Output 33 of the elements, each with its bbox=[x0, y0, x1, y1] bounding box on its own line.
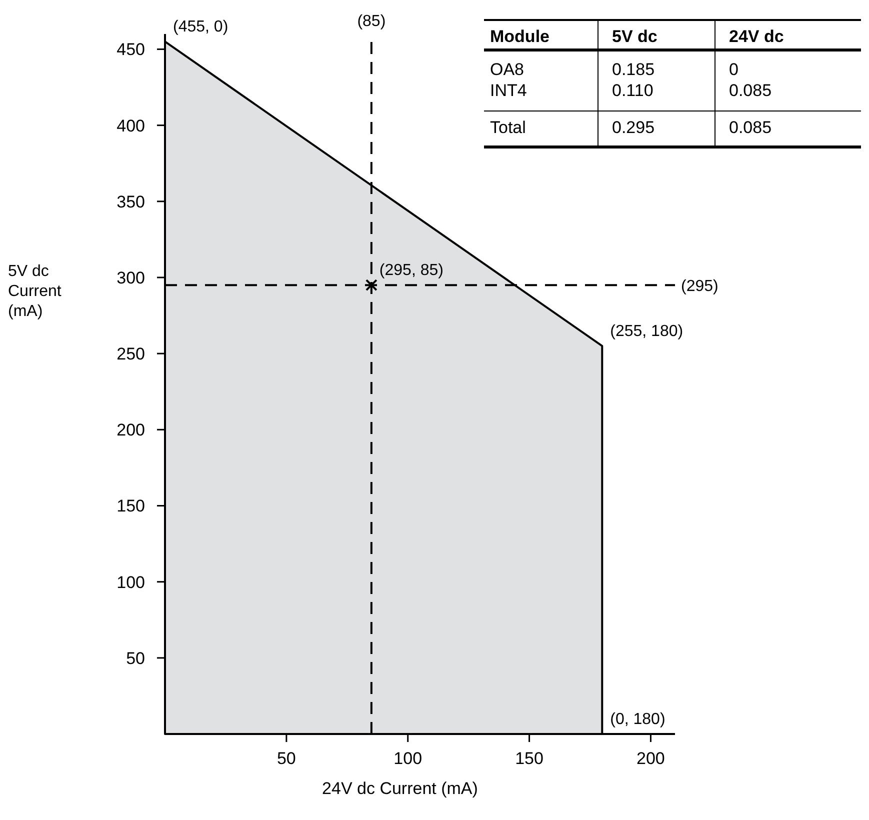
y-tick-label: 400 bbox=[116, 116, 145, 136]
x-tick-label: 50 bbox=[276, 749, 296, 768]
annotation: Total bbox=[490, 118, 526, 137]
text: 0.085 bbox=[729, 118, 772, 137]
annotation: 0.295 bbox=[612, 118, 655, 137]
y-tick-label: 350 bbox=[116, 192, 145, 212]
x-tick-label: 100 bbox=[394, 749, 422, 768]
annotation: (295, 85) bbox=[379, 262, 444, 280]
annotation: Module bbox=[490, 27, 550, 46]
annotation: 5V dc bbox=[612, 27, 658, 46]
ref-line-label: (295) bbox=[681, 278, 718, 296]
annotation: (455, 0) bbox=[173, 18, 228, 36]
annotation: 0.185 bbox=[612, 60, 655, 79]
annotation: OA8 bbox=[490, 60, 524, 79]
annotation: (0, 180) bbox=[610, 711, 666, 728]
annotation: 0.110 bbox=[612, 81, 654, 100]
text: 0 bbox=[729, 60, 738, 79]
y-tick-label: 150 bbox=[116, 496, 145, 516]
x-tick-label: 150 bbox=[515, 749, 544, 768]
y-tick-label: 450 bbox=[116, 40, 145, 60]
text: 24V dc bbox=[729, 27, 784, 46]
annotation: INT4 bbox=[490, 81, 527, 100]
y-tick-label: 250 bbox=[116, 344, 145, 364]
y-tick-label: 200 bbox=[116, 420, 145, 440]
text: 0.085 bbox=[729, 81, 772, 100]
y-axis-title: 5V dc Current (mA) bbox=[8, 263, 62, 320]
ref-line-label: (85) bbox=[357, 13, 386, 30]
x-tick-label: 200 bbox=[636, 749, 665, 768]
y-tick-label: 100 bbox=[116, 572, 145, 592]
x-axis-title: 24V dc Current (mA) bbox=[322, 779, 478, 798]
annotation: (255, 180) bbox=[610, 322, 684, 340]
y-tick-label: 300 bbox=[116, 268, 145, 288]
y-tick-label: 50 bbox=[126, 648, 145, 668]
